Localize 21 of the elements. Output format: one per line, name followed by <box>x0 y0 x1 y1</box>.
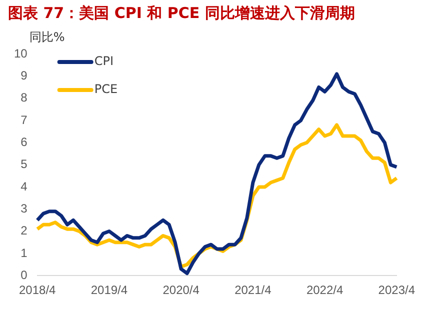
y-tick-label: 8 <box>20 90 28 105</box>
y-tick-label: 4 <box>20 179 28 194</box>
y-tick-label: 2 <box>20 224 28 238</box>
y-tick-label: 5 <box>20 157 28 172</box>
x-tick-label: 2020/4 <box>162 283 200 298</box>
y-tick-label: 10 <box>14 46 28 60</box>
x-tick-label: 2019/4 <box>90 283 128 298</box>
y-tick-label: 1 <box>20 246 28 260</box>
y-tick-label: 3 <box>20 201 28 216</box>
x-tick-label: 2022/4 <box>306 283 344 298</box>
x-tick-label: 2021/4 <box>234 283 272 298</box>
chart-title: 图表 77：美国 CPI 和 PCE 同比增速进入下滑周期 <box>8 4 355 23</box>
legend-label: PCE <box>94 82 118 96</box>
legend-label: CPI <box>94 54 114 68</box>
y-axis-title: 同比% <box>29 30 65 44</box>
y-tick-label: 0 <box>20 268 28 282</box>
x-tick-label: 2018/4 <box>18 283 56 298</box>
y-tick-label: 7 <box>20 112 28 127</box>
x-tick-label: 2023/4 <box>378 283 416 298</box>
y-tick-label: 9 <box>20 68 28 82</box>
y-tick-label: 6 <box>20 134 28 149</box>
